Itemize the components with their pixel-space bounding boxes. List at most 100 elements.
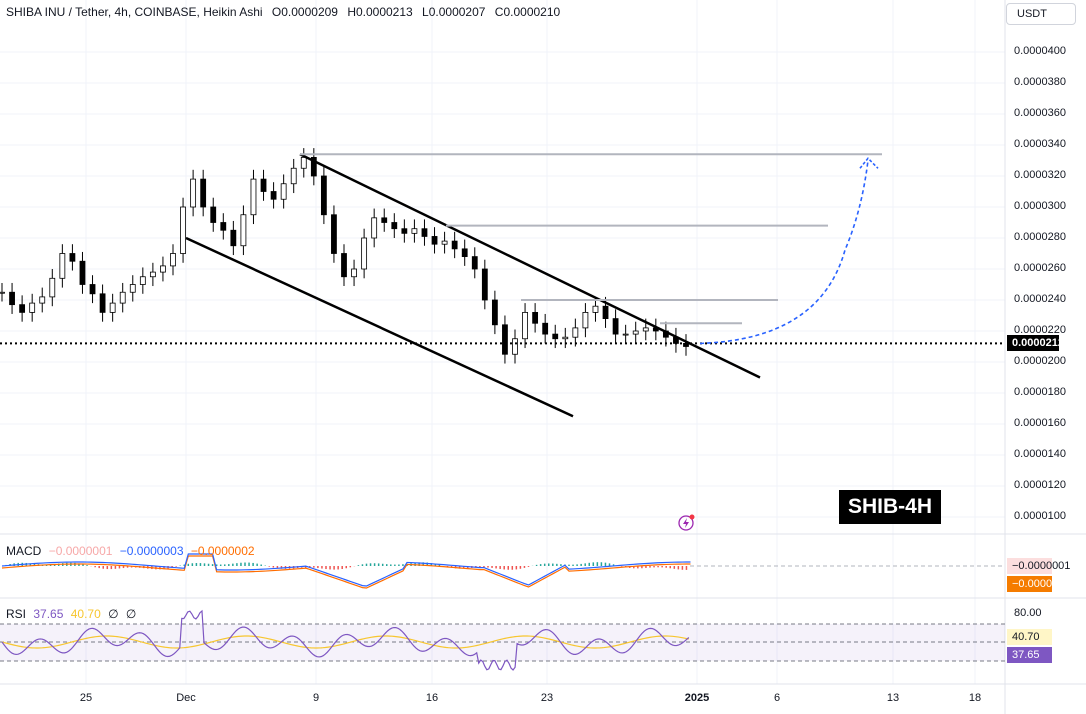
candle (491, 299, 498, 326)
rsi-extra-2: ∅ (125, 607, 137, 621)
price-tick-label: 0.0000300 (1014, 200, 1066, 212)
rsi-legend: RSI 37.65 40.70 ∅ ∅ (6, 607, 140, 621)
macd-hist-tag: −0.0000001 (1007, 558, 1070, 574)
candle (461, 248, 468, 258)
price-tick-label: 0.0000180 (1014, 386, 1066, 398)
symbol-legend: SHIBA INU / Tether, 4h, COINBASE, Heikin… (6, 5, 566, 19)
macd-value-macd: −0.0000003 (119, 544, 184, 558)
time-tick-label: 6 (773, 692, 781, 704)
candle (602, 305, 609, 320)
rsi-tag: 37.65 (1007, 647, 1052, 663)
macd-signal-tag: −0.0000002 (1007, 576, 1070, 592)
candle (119, 291, 126, 304)
rsi-band (0, 624, 1005, 661)
candle (69, 253, 76, 262)
candle (361, 237, 368, 270)
candle (371, 217, 378, 239)
candle (612, 318, 619, 335)
lightning-alert-icon[interactable] (678, 513, 696, 531)
candle (642, 327, 649, 332)
candle (109, 302, 116, 313)
candle (582, 311, 589, 329)
macd-name[interactable]: MACD (6, 544, 42, 558)
price-tick-label: 0.0000340 (1014, 138, 1066, 150)
macd-line (1, 553, 691, 587)
rsi-ma-tag: 40.70 (1007, 629, 1052, 645)
candle (532, 311, 539, 324)
time-tick-label: 13 (886, 692, 900, 704)
rsi-value: 37.65 (33, 607, 64, 621)
candle (351, 268, 357, 278)
candle (250, 178, 257, 216)
candle (230, 229, 237, 247)
candle (49, 277, 56, 298)
ohlc-close: C0.0000210 (494, 5, 561, 19)
candle (29, 302, 36, 313)
candle (441, 240, 448, 245)
candle (129, 284, 136, 293)
price-tick-label: 0.0000200 (1014, 355, 1066, 367)
macd-legend: MACD −0.0000001 −0.0000003 −0.0000002 (6, 544, 259, 558)
price-tick-label: 0.0000160 (1014, 417, 1066, 429)
rsi-extra-1: ∅ (108, 607, 119, 621)
candle (421, 228, 428, 237)
price-tick-label: 0.0000380 (1014, 76, 1066, 88)
candle (280, 183, 287, 200)
candle (270, 191, 277, 200)
candle (542, 322, 549, 335)
price-tick-label: 0.0000100 (1014, 510, 1066, 522)
candle (431, 236, 438, 245)
time-tick-label: Dec (176, 692, 196, 704)
candle (522, 311, 528, 340)
candle (240, 214, 247, 247)
candle (149, 271, 156, 278)
rsi-name[interactable]: RSI (6, 607, 27, 621)
candle (481, 268, 488, 301)
candle (79, 260, 86, 285)
candle (39, 296, 46, 304)
price-tick-label: 0.0000280 (1014, 231, 1066, 243)
candle (471, 256, 478, 270)
candle (411, 228, 418, 234)
macd-value-hist: −0.0000001 (48, 544, 113, 558)
rsi-level-label: 80.00 (1014, 607, 1042, 619)
candle (19, 304, 26, 313)
candle (592, 305, 599, 313)
time-tick-label: 25 (79, 692, 93, 704)
candle (290, 167, 297, 185)
time-tick-label: 18 (968, 692, 982, 704)
rsi-ma-value: 40.70 (70, 607, 101, 621)
candle (331, 214, 337, 254)
currency-selector[interactable]: USDT (1006, 3, 1076, 25)
candle (381, 217, 388, 223)
price-tick-label: 0.0000120 (1014, 479, 1066, 491)
candle (310, 156, 317, 177)
candle (190, 178, 197, 208)
candle (320, 175, 327, 216)
ohlc-high: H0.0000213 (347, 5, 413, 19)
candle (502, 324, 508, 355)
candle (220, 222, 227, 231)
candle (451, 240, 458, 250)
time-tick-label: 16 (425, 692, 439, 704)
candle (89, 284, 96, 295)
ohlc-open: O0.0000209 (271, 5, 338, 19)
ohlc-low: L0.0000207 (422, 5, 486, 19)
candle (300, 156, 307, 169)
candle (160, 265, 166, 273)
time-tick-label: 2025 (684, 692, 710, 704)
time-tick-label: 23 (540, 692, 554, 704)
candle (59, 253, 66, 279)
current-price-tag: 0.0000212 (1007, 335, 1064, 351)
candle (210, 206, 217, 223)
price-tick-label: 0.0000320 (1014, 169, 1066, 181)
candle (391, 222, 398, 230)
rsi-line (1, 609, 690, 671)
channel-lower-line (185, 236, 574, 418)
symbol-title[interactable]: SHIBA INU / Tether, 4h, COINBASE, Heikin… (6, 5, 263, 19)
projection-arrow (699, 160, 869, 345)
time-tick-label: 9 (312, 692, 320, 704)
candle (9, 291, 15, 306)
